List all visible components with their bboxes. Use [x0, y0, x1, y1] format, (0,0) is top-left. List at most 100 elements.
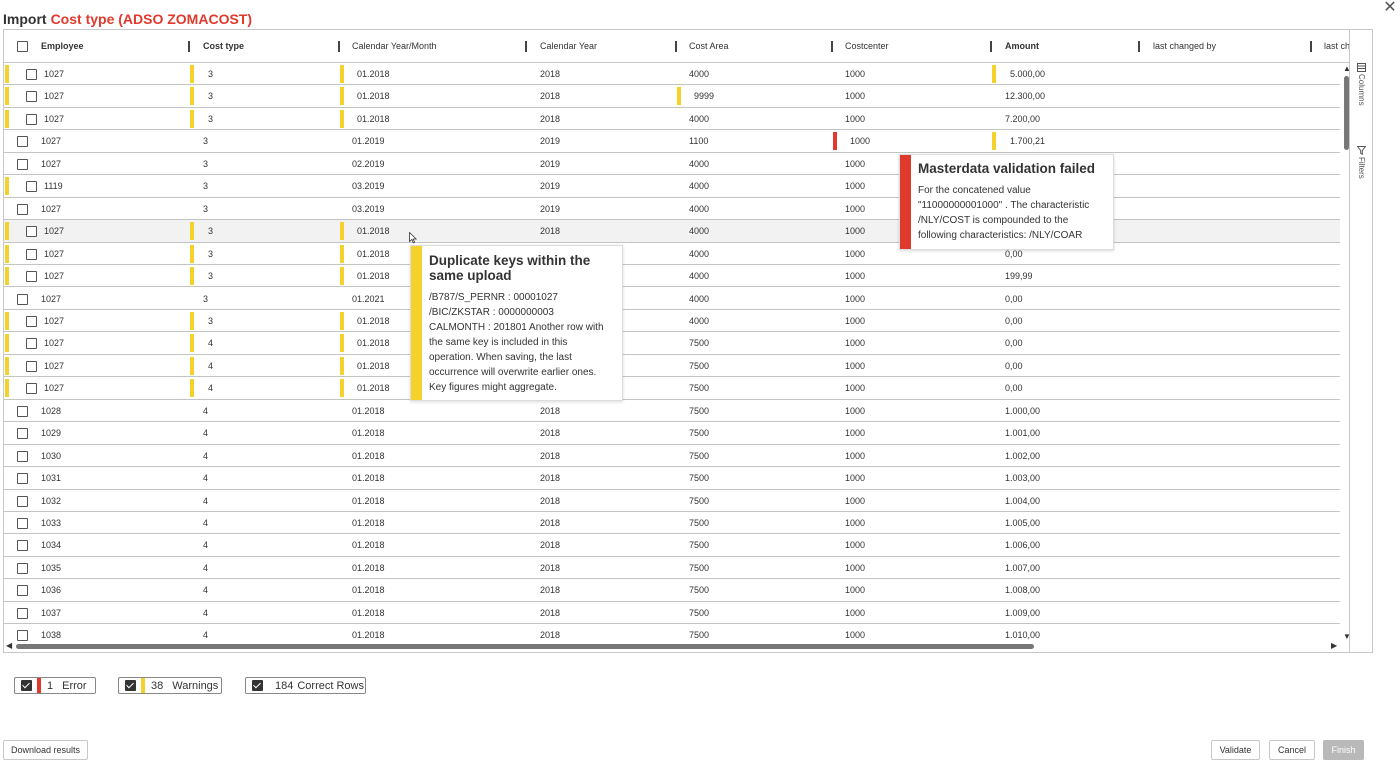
table-cell[interactable]: 1000 — [845, 360, 866, 371]
table-cell[interactable]: 7500 — [689, 428, 710, 439]
table-cell[interactable]: 7500 — [689, 338, 710, 349]
table-cell[interactable]: 0,00 — [1005, 293, 1023, 304]
table-cell[interactable]: 2019 — [540, 136, 561, 147]
scroll-up-icon[interactable]: ▲ — [1343, 65, 1349, 73]
row-checkbox[interactable] — [17, 630, 28, 641]
table-cell[interactable]: 01.2018 — [352, 495, 385, 506]
table-cell[interactable]: 2018 — [540, 607, 561, 618]
table-cell[interactable]: 01.2018 — [357, 383, 390, 394]
table-cell[interactable]: 4 — [203, 405, 209, 416]
filters-tool-button[interactable]: Filters — [1350, 146, 1373, 179]
table-row[interactable]: 1027 3 01.2018 2018 4000 1000 5.000,00 — [4, 63, 1340, 86]
table-cell[interactable]: 01.2019 — [352, 136, 385, 147]
table-cell[interactable]: 7500 — [689, 607, 710, 618]
table-cell[interactable]: 1000 — [845, 405, 866, 416]
table-cell[interactable]: 1027 — [44, 91, 65, 102]
table-cell[interactable]: 7500 — [689, 495, 710, 506]
row-checkbox[interactable] — [17, 518, 28, 529]
table-cell[interactable]: 1.009,00 — [1005, 607, 1041, 618]
row-checkbox[interactable] — [26, 315, 37, 327]
scroll-left-icon[interactable]: ◀ — [6, 641, 13, 650]
table-cell[interactable]: 3 — [208, 248, 214, 259]
scroll-down-icon[interactable]: ▼ — [1343, 633, 1349, 641]
table-row[interactable]: 1027 3 03.2019 2019 4000 1000 — [4, 198, 1340, 221]
table-cell[interactable]: 1000 — [845, 203, 866, 214]
horizontal-scrollbar[interactable]: ◀ ▶ — [4, 641, 1340, 652]
table-cell[interactable]: 1038 — [41, 630, 62, 641]
table-cell[interactable]: 2018 — [540, 450, 561, 461]
row-checkbox[interactable] — [26, 383, 37, 395]
table-cell[interactable]: 1027 — [44, 383, 65, 394]
table-cell[interactable]: 01.2018 — [352, 562, 385, 573]
table-cell[interactable]: 2019 — [540, 203, 561, 214]
table-cell[interactable]: 01.2018 — [357, 69, 390, 79]
table-cell[interactable]: 01.2018 — [352, 518, 385, 528]
row-checkbox[interactable] — [17, 428, 28, 440]
table-cell[interactable]: 1000 — [845, 69, 866, 79]
table-cell[interactable]: 1000 — [845, 540, 866, 551]
row-checkbox[interactable] — [17, 203, 28, 215]
table-cell[interactable]: 1000 — [845, 248, 866, 259]
table-cell[interactable]: 9999 — [694, 91, 715, 102]
table-cell[interactable]: 1.010,00 — [1005, 630, 1041, 641]
table-cell[interactable]: 1000 — [845, 428, 866, 439]
table-cell[interactable]: 1000 — [845, 473, 866, 484]
table-row[interactable]: 1036 4 01.2018 2018 7500 1000 1.008,00 — [4, 579, 1340, 602]
table-row[interactable]: 1031 4 01.2018 2018 7500 1000 1.003,00 — [4, 467, 1340, 490]
table-cell[interactable]: 1.001,00 — [1005, 428, 1041, 439]
table-cell[interactable]: 199,99 — [1005, 271, 1033, 282]
error-filter-toggle[interactable]: 1 Error — [14, 677, 96, 694]
row-checkbox[interactable] — [17, 405, 28, 417]
table-row[interactable]: 1037 4 01.2018 2018 7500 1000 1.009,00 — [4, 602, 1340, 625]
table-cell[interactable]: 01.2018 — [352, 473, 385, 484]
table-cell[interactable]: 01.2018 — [352, 428, 385, 439]
table-cell[interactable]: 1027 — [41, 293, 62, 304]
row-checkbox[interactable] — [26, 226, 37, 238]
column-resize-handle[interactable] — [675, 41, 677, 52]
column-header[interactable]: Costcenter — [845, 41, 889, 51]
table-cell[interactable]: 01.2018 — [357, 315, 390, 326]
column-header[interactable]: Calendar Year — [540, 41, 598, 51]
table-row[interactable]: 1027 3 01.2018 2018 4000 1000 7.200,00 — [4, 108, 1340, 131]
row-checkbox[interactable] — [17, 473, 28, 485]
table-cell[interactable]: 2018 — [540, 495, 561, 506]
table-row[interactable]: 1119 3 03.2019 2019 4000 1000 — [4, 175, 1340, 198]
table-cell[interactable]: 1000 — [845, 293, 866, 304]
table-cell[interactable]: 1027 — [44, 248, 65, 259]
table-cell[interactable]: 2018 — [540, 540, 561, 551]
table-cell[interactable]: 01.2018 — [357, 360, 390, 371]
table-cell[interactable]: 3 — [203, 181, 209, 192]
table-cell[interactable]: 7500 — [689, 585, 710, 596]
warnings-filter-checkbox[interactable] — [125, 680, 136, 691]
table-cell[interactable]: 4000 — [689, 248, 710, 259]
table-cell[interactable]: 2018 — [540, 473, 561, 484]
table-cell[interactable]: 4 — [208, 338, 214, 349]
row-checkbox[interactable] — [17, 585, 28, 597]
table-cell[interactable]: 7500 — [689, 630, 710, 641]
table-cell[interactable]: 5.000,00 — [1010, 69, 1046, 79]
table-cell[interactable]: 03.2019 — [352, 203, 385, 214]
table-cell[interactable]: 3 — [203, 203, 209, 214]
table-cell[interactable]: 1000 — [845, 562, 866, 573]
table-cell[interactable]: 4 — [203, 428, 209, 439]
table-cell[interactable]: 1000 — [845, 181, 866, 192]
table-cell[interactable]: 01.2018 — [357, 226, 390, 237]
row-checkbox[interactable] — [17, 562, 28, 574]
table-cell[interactable]: 4 — [203, 607, 209, 618]
table-cell[interactable]: 01.2021 — [352, 293, 385, 304]
row-checkbox[interactable] — [17, 607, 28, 619]
table-cell[interactable]: 2018 — [540, 585, 561, 596]
select-all-checkbox[interactable] — [17, 41, 28, 52]
table-cell[interactable]: 7500 — [689, 473, 710, 484]
column-resize-handle[interactable] — [188, 41, 190, 52]
table-row[interactable]: 1027 3 02.2019 2019 4000 1000 — [4, 153, 1340, 176]
horizontal-scroll-thumb[interactable] — [16, 644, 1034, 649]
table-row[interactable]: 1027 3 01.2018 2018 9999 1000 12.300,00 — [4, 85, 1340, 108]
cancel-button[interactable]: Cancel — [1269, 740, 1315, 760]
table-cell[interactable]: 2018 — [540, 428, 561, 439]
table-cell[interactable]: 2018 — [540, 226, 561, 237]
